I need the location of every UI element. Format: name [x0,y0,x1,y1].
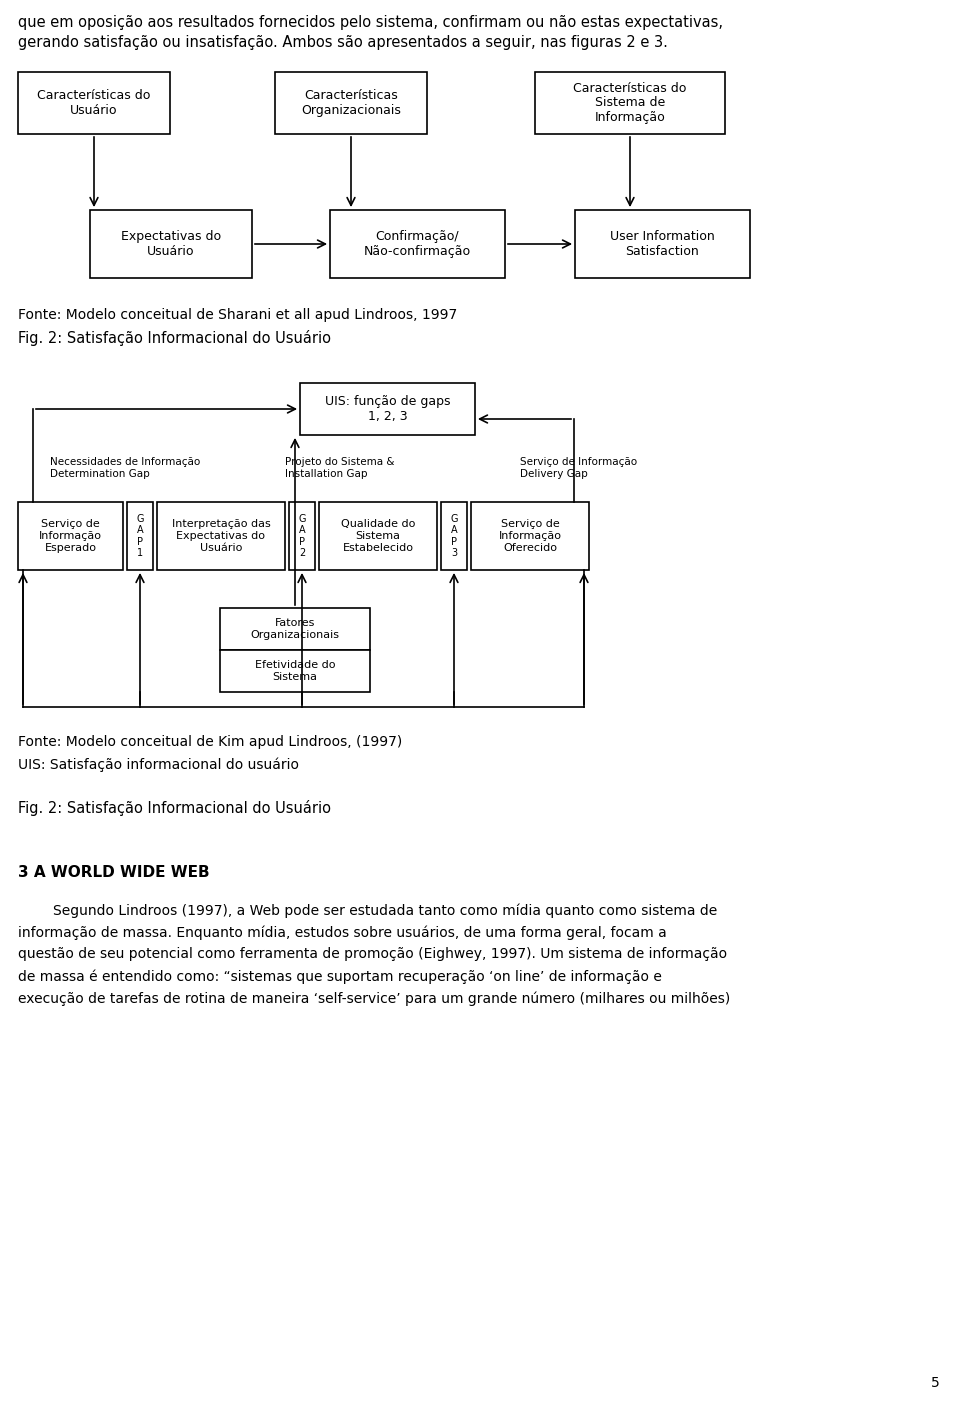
FancyBboxPatch shape [319,502,437,569]
FancyBboxPatch shape [18,72,170,134]
Text: Projeto do Sistema &
Installation Gap: Projeto do Sistema & Installation Gap [285,457,395,478]
FancyBboxPatch shape [575,209,750,278]
Text: Segundo Lindroos (1997), a Web pode ser estudada tanto como mídia quanto como si: Segundo Lindroos (1997), a Web pode ser … [18,903,717,918]
Text: 3 A WORLD WIDE WEB: 3 A WORLD WIDE WEB [18,865,209,880]
Text: G
A
P
2: G A P 2 [299,513,305,558]
FancyBboxPatch shape [18,502,123,569]
Text: Expectativas do
Usuário: Expectativas do Usuário [121,231,221,257]
Text: Serviço de
Informação
Esperado: Serviço de Informação Esperado [39,519,102,553]
FancyBboxPatch shape [441,502,467,569]
Text: G
A
P
3: G A P 3 [450,513,458,558]
Text: User Information
Satisfaction: User Information Satisfaction [611,231,715,257]
Text: Necessidades de Informação
Determination Gap: Necessidades de Informação Determination… [50,457,201,478]
Text: questão de seu potencial como ferramenta de promoção (Eighwey, 1997). Um sistema: questão de seu potencial como ferramenta… [18,948,727,960]
Text: Características
Organizacionais: Características Organizacionais [301,89,401,117]
Text: que em oposição aos resultados fornecidos pelo sistema, confirmam ou não estas e: que em oposição aos resultados fornecido… [18,15,723,30]
Text: Qualidade do
Sistema
Estabelecido: Qualidade do Sistema Estabelecido [341,519,415,553]
FancyBboxPatch shape [275,72,427,134]
Text: de massa é entendido como: “sistemas que suportam recuperação ‘on line’ de infor: de massa é entendido como: “sistemas que… [18,969,661,984]
Text: Características do
Usuário: Características do Usuário [37,89,151,117]
Text: Fatores
Organizacionais: Fatores Organizacionais [251,619,340,640]
FancyBboxPatch shape [330,209,505,278]
FancyBboxPatch shape [471,502,589,569]
Text: UIS: função de gaps
1, 2, 3: UIS: função de gaps 1, 2, 3 [324,395,450,423]
Text: Fig. 2: Satisfação Informacional do Usuário: Fig. 2: Satisfação Informacional do Usuá… [18,330,331,346]
Text: Fonte: Modelo conceitual de Sharani et all apud Lindroos, 1997: Fonte: Modelo conceitual de Sharani et a… [18,308,457,322]
FancyBboxPatch shape [289,502,315,569]
FancyBboxPatch shape [220,607,370,650]
FancyBboxPatch shape [157,502,285,569]
Text: 5: 5 [931,1376,940,1391]
Text: Fig. 2: Satisfação Informacional do Usuário: Fig. 2: Satisfação Informacional do Usuá… [18,800,331,815]
FancyBboxPatch shape [127,502,153,569]
Text: Serviço de
Informação
Oferecido: Serviço de Informação Oferecido [498,519,562,553]
Text: Características do
Sistema de
Informação: Características do Sistema de Informação [573,82,686,125]
Text: UIS: Satisfação informacional do usuário: UIS: Satisfação informacional do usuário [18,756,299,772]
FancyBboxPatch shape [220,650,370,692]
Text: Efetividade do
Sistema: Efetividade do Sistema [254,661,335,682]
Text: gerando satisfação ou insatisfação. Ambos são apresentados a seguir, nas figuras: gerando satisfação ou insatisfação. Ambo… [18,35,668,51]
FancyBboxPatch shape [90,209,252,278]
Text: informação de massa. Enquanto mídia, estudos sobre usuários, de uma forma geral,: informação de massa. Enquanto mídia, est… [18,925,667,939]
Text: Fonte: Modelo conceitual de Kim apud Lindroos, (1997): Fonte: Modelo conceitual de Kim apud Lin… [18,735,402,749]
Text: Serviço de Informação
Delivery Gap: Serviço de Informação Delivery Gap [520,457,637,478]
FancyBboxPatch shape [300,382,475,434]
Text: Confirmação/
Não-confirmação: Confirmação/ Não-confirmação [364,231,471,257]
Text: G
A
P
1: G A P 1 [136,513,144,558]
Text: execução de tarefas de rotina de maneira ‘self-service’ para um grande número (m: execução de tarefas de rotina de maneira… [18,991,731,1005]
Text: Interpretação das
Expectativas do
Usuário: Interpretação das Expectativas do Usuári… [172,519,271,553]
FancyBboxPatch shape [535,72,725,134]
